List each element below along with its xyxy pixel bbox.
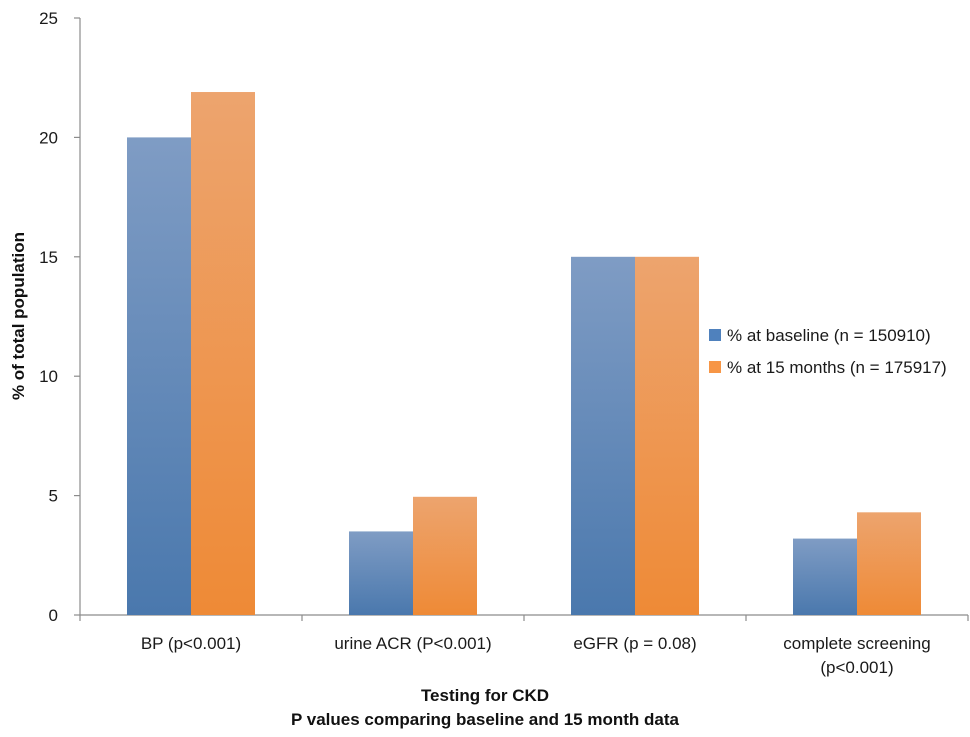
bar-baseline-2 xyxy=(571,256,635,615)
legend-label: % at 15 months (n = 175917) xyxy=(727,358,947,377)
legend-swatch xyxy=(709,361,721,373)
bar-15-months-3 xyxy=(857,512,921,615)
legend: % at baseline (n = 150910) % at 15 months… xyxy=(709,326,947,377)
bar-15-months-1 xyxy=(413,496,477,615)
axis-titles: % of total population Testing for CKD P va… xyxy=(9,232,680,729)
bar-baseline-3 xyxy=(793,538,857,615)
y-tick-label: 10 xyxy=(39,367,58,386)
y-tick-label: 20 xyxy=(39,128,58,147)
y-axis: 0 5 10 15 20 25 xyxy=(39,9,81,625)
category-label: urine ACR (P<0.001) xyxy=(334,634,491,653)
category-label: eGFR (p = 0.08) xyxy=(573,634,696,653)
x-axis-title: Testing for CKD P values comparing baseli… xyxy=(291,686,680,729)
bar-15-months-2 xyxy=(635,256,699,615)
category-labels: BP (p<0.001) urine ACR (P<0.001) eGFR (p =… xyxy=(141,634,931,677)
y-tick-label: 25 xyxy=(39,9,58,28)
y-axis-title: % of total population xyxy=(9,232,28,400)
category-label: BP (p<0.001) xyxy=(141,634,241,653)
legend-swatch xyxy=(709,329,721,341)
bars xyxy=(127,92,921,615)
y-tick-label: 5 xyxy=(49,487,58,506)
bar-baseline-1 xyxy=(349,531,413,615)
y-tick-label: 15 xyxy=(39,248,58,267)
bar-baseline-0 xyxy=(127,137,191,615)
x-axis xyxy=(79,614,969,621)
legend-label: % at baseline (n = 150910) xyxy=(727,326,931,345)
bar-15-months-0 xyxy=(191,92,255,615)
y-tick-label: 0 xyxy=(49,606,58,625)
category-label: complete screening (p<0.001) xyxy=(783,634,930,677)
